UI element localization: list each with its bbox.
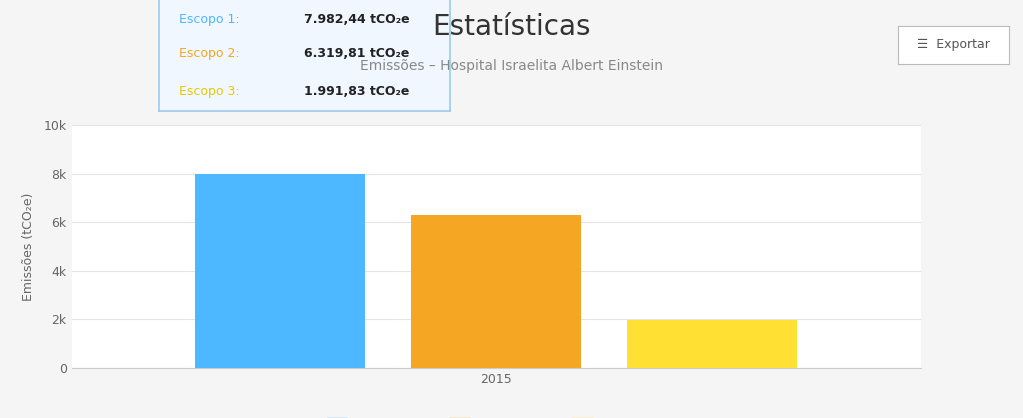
Text: 1.991,83 tCO₂e: 1.991,83 tCO₂e [305, 85, 410, 98]
Text: ☰  Exportar: ☰ Exportar [917, 38, 990, 51]
Text: 6.319,81 tCO₂e: 6.319,81 tCO₂e [305, 47, 410, 60]
Text: Estatísticas: Estatísticas [433, 13, 590, 41]
Y-axis label: Emissões (tCO₂e): Emissões (tCO₂e) [23, 192, 35, 301]
Text: 7.982,44 tCO₂e: 7.982,44 tCO₂e [305, 13, 410, 26]
Bar [627, 319, 797, 368]
Bar [411, 214, 581, 368]
Text: Escopo 1:: Escopo 1: [179, 13, 239, 26]
Text: Emissões – Hospital Israelita Albert Einstein: Emissões – Hospital Israelita Albert Ein… [360, 59, 663, 72]
Legend: Escopo 1, Escopo 2, Escopo 3: Escopo 1, Escopo 2, Escopo 3 [321, 413, 671, 418]
Bar [195, 174, 365, 368]
Text: Escopo 3:: Escopo 3: [179, 85, 239, 98]
Text: Escopo 2:: Escopo 2: [179, 47, 239, 60]
